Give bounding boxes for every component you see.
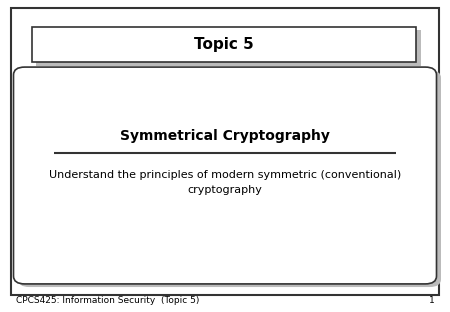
Text: Symmetrical Cryptography: Symmetrical Cryptography [120, 129, 330, 143]
FancyBboxPatch shape [18, 70, 441, 287]
Text: Topic 5: Topic 5 [194, 37, 254, 52]
FancyBboxPatch shape [11, 8, 439, 295]
Text: Understand the principles of modern symmetric (conventional)
cryptography: Understand the principles of modern symm… [49, 170, 401, 195]
FancyBboxPatch shape [36, 30, 421, 66]
Text: CPCS425: Information Security  (Topic 5): CPCS425: Information Security (Topic 5) [16, 296, 199, 305]
FancyBboxPatch shape [14, 67, 436, 284]
FancyBboxPatch shape [32, 27, 416, 62]
Text: 1: 1 [428, 296, 434, 305]
